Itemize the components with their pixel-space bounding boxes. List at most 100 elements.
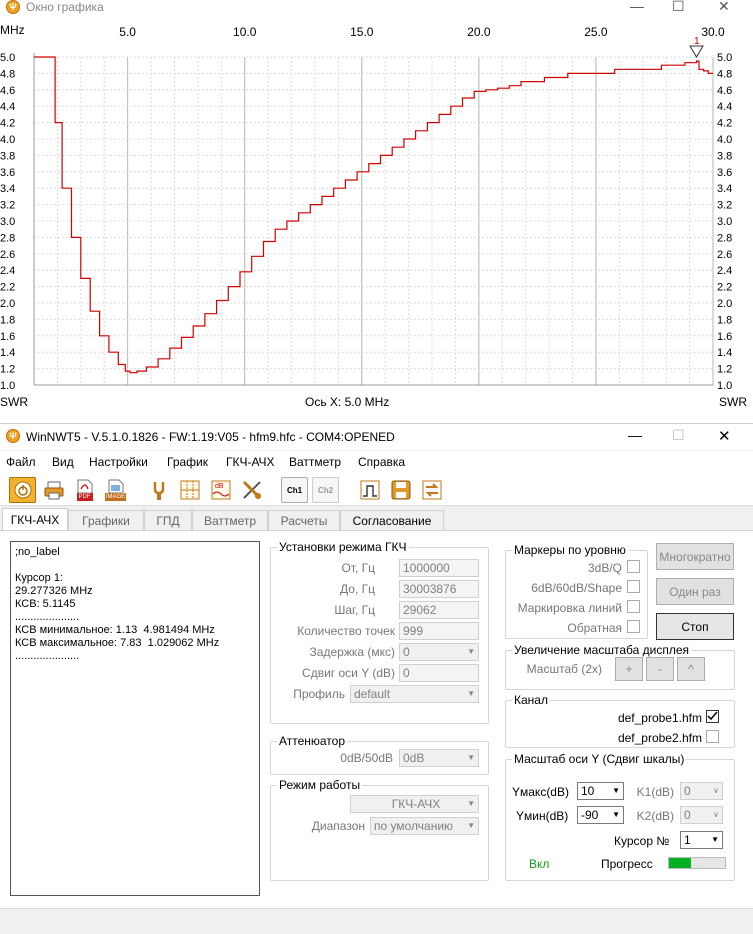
marker-1[interactable]: 1 <box>689 36 704 58</box>
probe-icon[interactable] <box>145 477 172 503</box>
k2-select[interactable]: 0 ∨ <box>680 806 723 824</box>
chevron-down-icon: ∨ <box>713 810 719 819</box>
swap-icon[interactable] <box>418 477 445 503</box>
k1-select[interactable]: 0 ∨ <box>680 782 723 800</box>
level-markers-title: Маркеры по уровню <box>512 543 628 557</box>
right-axis-unit: SWR <box>719 395 747 409</box>
swr-chart[interactable]: 5.0 10.0 15.0 20.0 25.0 30.0 1.01.21.41.61.82… <box>0 0 753 424</box>
printer-icon[interactable] <box>40 477 67 503</box>
stop-button[interactable]: Стоп <box>656 613 734 640</box>
info-textbox[interactable]: ;no_label Курсор 1: 29.277326 MHz КСВ: 5… <box>10 541 260 896</box>
probe1-checkbox[interactable] <box>706 710 719 723</box>
to-input[interactable]: 30003876 <box>399 580 479 598</box>
shift-label: Сдвиг оси Y (dB) <box>302 666 395 680</box>
ch1-icon[interactable]: Ch1 <box>281 477 308 503</box>
menu-help[interactable]: Справка <box>358 455 406 469</box>
y-tick-label-left: 2.6 <box>0 249 15 261</box>
x-tick-label: 10.0 <box>233 25 257 39</box>
shape-checkbox[interactable] <box>627 580 640 593</box>
y-tick-label-left: 3.4 <box>0 183 15 195</box>
zoom-plus-button[interactable]: + <box>615 657 643 681</box>
menu-view[interactable]: Вид <box>52 455 74 469</box>
shift-input[interactable]: 0 <box>399 664 479 682</box>
attenuator-select[interactable]: 0dB ▼ <box>399 749 479 767</box>
tab-bar: ГКЧ-АЧХ Графики ГПД Ваттметр Расчеты Сог… <box>0 508 753 531</box>
from-input[interactable]: 1000000 <box>399 559 479 577</box>
points-input[interactable]: 999 <box>399 622 479 640</box>
close-icon[interactable]: ✕ <box>718 428 731 445</box>
tab-graphs[interactable]: Графики <box>68 510 144 530</box>
tab-wattmeter[interactable]: Ваттметр <box>192 510 268 530</box>
range-select[interactable]: по умолчанию ▼ <box>370 817 479 835</box>
tab-calculations[interactable]: Расчеты <box>268 510 340 530</box>
graph-window: Ψ Окно графика — ☐ ✕ MHz SWR SWR Ось X: … <box>0 0 753 424</box>
close-icon[interactable]: ✕ <box>718 0 730 14</box>
probe1-label: def_probe1.hfm <box>617 711 702 725</box>
mode-select[interactable]: ГКЧ-АЧХ ▼ <box>350 795 479 813</box>
single-sweep-button[interactable]: Один раз <box>656 578 734 605</box>
ymax-select[interactable]: 10 ▼ <box>577 782 624 800</box>
menu-sweep[interactable]: ГКЧ-АЧХ <box>226 455 275 469</box>
zoom-minus-button[interactable]: - <box>646 657 674 681</box>
profile-select[interactable]: default ▼ <box>350 685 479 703</box>
menu-graph[interactable]: График <box>167 455 208 469</box>
line-marking-checkbox[interactable] <box>627 600 640 613</box>
y-tick-label-left: 3.8 <box>0 150 15 162</box>
y-tick-label-right: 1.8 <box>717 314 732 326</box>
tab-matching[interactable]: Согласование <box>340 510 444 530</box>
axis-readout: Ось X: 5.0 MHz <box>305 395 390 409</box>
probe2-checkbox[interactable] <box>706 730 719 743</box>
y-tick-label-right: 4.6 <box>717 85 732 97</box>
y-tick-label-left: 1.8 <box>0 314 15 326</box>
run-icon[interactable] <box>356 477 383 503</box>
ymax-label: Yмакс(dB) <box>512 785 569 799</box>
power-icon[interactable] <box>9 477 36 503</box>
zoom-up-button[interactable]: ^ <box>677 657 705 681</box>
tab-sweep[interactable]: ГКЧ-АЧХ <box>2 508 68 531</box>
ymin-label: Yмин(dB) <box>516 809 569 823</box>
attenuator-group <box>270 741 489 775</box>
y-tick-label-left: 2.0 <box>0 298 15 310</box>
ch2-icon[interactable]: Ch2 <box>312 477 339 503</box>
q3-checkbox[interactable] <box>627 560 640 573</box>
sweep-panel: ;no_label Курсор 1: 29.277326 MHz КСВ: 5… <box>0 530 753 934</box>
toolbar: PDF IMAGE dB Ch1 Ch2 <box>0 473 753 506</box>
reverse-checkbox[interactable] <box>627 620 640 633</box>
minimize-icon[interactable]: — <box>628 427 642 443</box>
y-tick-label-left: 4.6 <box>0 85 15 97</box>
image-icon[interactable]: IMAGE <box>102 477 129 503</box>
y-tick-label-left: 2.4 <box>0 265 15 277</box>
ymin-select[interactable]: -90 ▼ <box>577 806 624 824</box>
y-tick-label-left: 1.0 <box>0 380 15 392</box>
k1-label: K1(dB) <box>636 785 674 799</box>
maximize-icon[interactable]: ☐ <box>672 0 685 14</box>
maximize-icon[interactable]: ☐ <box>672 427 685 443</box>
cursor-select[interactable]: 1 ▼ <box>680 831 723 849</box>
reverse-label: Обратная <box>567 621 622 635</box>
status-bar <box>0 908 753 934</box>
y-tick-label-right: 4.0 <box>717 134 732 146</box>
menu-settings[interactable]: Настройки <box>89 455 148 469</box>
y-tick-label-right: 1.0 <box>717 380 732 392</box>
from-label: От, Гц <box>341 561 375 575</box>
pdf-icon[interactable]: PDF <box>71 477 98 503</box>
marker-label: 1 <box>694 36 700 47</box>
y-tick-label-left: 1.6 <box>0 331 15 343</box>
step-input[interactable]: 29062 <box>399 601 479 619</box>
sweep-icon[interactable] <box>238 477 265 503</box>
grid-icon[interactable] <box>176 477 203 503</box>
menu-wattmeter[interactable]: Ваттметр <box>289 455 342 469</box>
y-tick-label-right: 3.2 <box>717 200 732 212</box>
x-tick-label: 15.0 <box>350 25 374 39</box>
db-icon[interactable]: dB <box>207 477 234 503</box>
y-tick-label-left: 4.4 <box>0 101 15 113</box>
graph-window-title: Окно графика <box>26 0 104 14</box>
menu-file[interactable]: Файл <box>6 455 36 469</box>
swr-curve <box>34 56 713 374</box>
multi-sweep-button[interactable]: Многократно <box>656 543 734 570</box>
save-icon[interactable] <box>387 477 414 503</box>
minimize-icon[interactable]: — <box>630 0 644 14</box>
tab-generator[interactable]: ГПД <box>144 510 192 530</box>
y-tick-label-right: 4.4 <box>717 101 732 113</box>
delay-select[interactable]: 0 ▼ <box>399 643 479 661</box>
